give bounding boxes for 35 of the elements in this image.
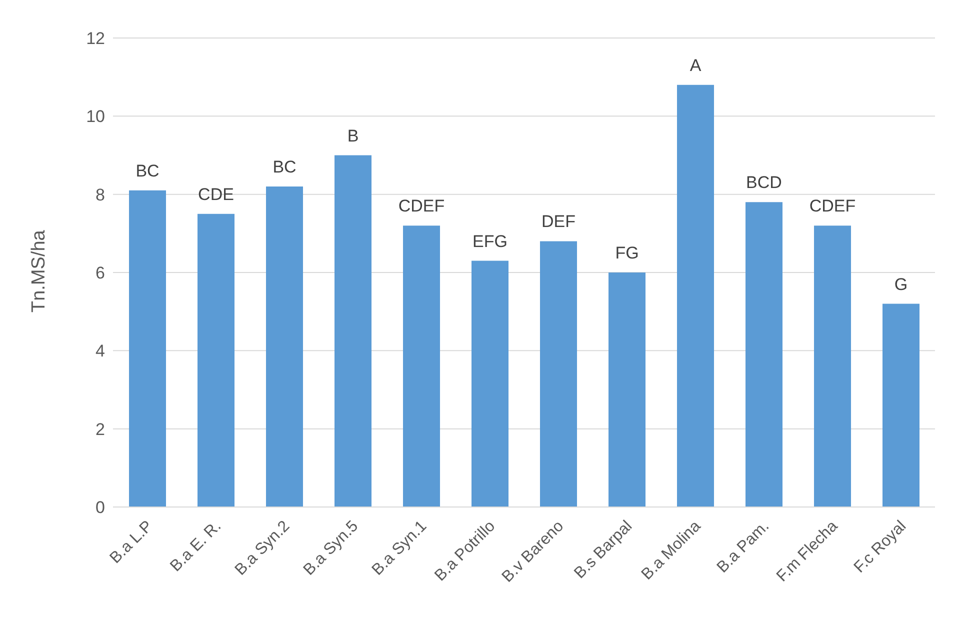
data-label: FG xyxy=(615,244,639,262)
y-tick-label: 10 xyxy=(86,107,105,126)
bar xyxy=(129,190,166,507)
y-tick-label: 4 xyxy=(96,342,105,361)
y-axis-title: Tn.MS/ha xyxy=(28,230,50,312)
bar xyxy=(198,214,234,507)
data-label: BC xyxy=(272,158,296,177)
bar xyxy=(608,272,646,507)
data-label: DEF xyxy=(542,212,576,232)
bar xyxy=(403,226,440,507)
data-label: CDEF xyxy=(809,196,856,216)
bar xyxy=(540,241,577,507)
data-label: EFG xyxy=(472,232,508,251)
data-label: BC xyxy=(136,161,160,180)
data-label: B xyxy=(347,126,359,146)
data-label: CDEF xyxy=(398,196,445,216)
y-tick-label: 2 xyxy=(96,420,105,439)
bar xyxy=(334,155,372,507)
y-tick-label: 12 xyxy=(86,29,105,48)
y-tick-label: 8 xyxy=(96,185,105,204)
bar xyxy=(677,84,714,507)
y-tick-label: 6 xyxy=(96,264,105,283)
bar xyxy=(746,202,782,507)
bar xyxy=(882,304,920,507)
data-label: A xyxy=(690,56,702,75)
bar xyxy=(814,226,851,507)
data-label: CDE xyxy=(198,184,234,204)
x-tick-label: B.a Pam. xyxy=(714,518,773,576)
bar xyxy=(472,260,508,507)
data-label: BCD xyxy=(746,173,782,192)
bar xyxy=(266,186,303,507)
data-label: G xyxy=(894,274,908,294)
x-tick-label: B.a E. R. xyxy=(167,518,225,576)
y-tick-label: 0 xyxy=(96,498,105,518)
x-tick-label: B.a L.P xyxy=(106,518,156,567)
